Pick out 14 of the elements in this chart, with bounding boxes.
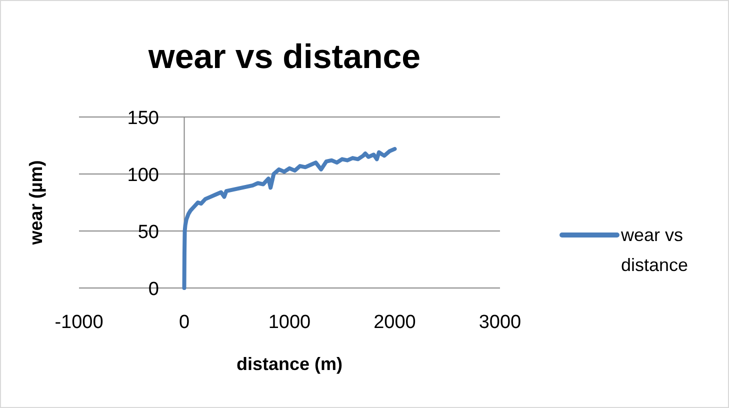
x-tick-label: 2000 xyxy=(374,312,416,333)
x-tick-label: 0 xyxy=(178,312,190,333)
x-axis-title: distance (m) xyxy=(236,354,343,374)
x-tick-label: 1000 xyxy=(268,312,311,333)
x-tick-label: 3000 xyxy=(478,312,522,333)
x-tick-label: -1000 xyxy=(54,312,104,333)
y-tick-label: 0 xyxy=(148,279,159,300)
chart-title: wear vs distance xyxy=(147,38,421,76)
y-axis-title: wear (µm) xyxy=(26,160,46,246)
legend-label: wear vs distance xyxy=(620,225,688,275)
line-series xyxy=(182,146,397,290)
y-tick-label: 50 xyxy=(138,222,159,243)
y-tick-label: 150 xyxy=(127,108,159,129)
y-tick-label: 100 xyxy=(127,165,159,186)
